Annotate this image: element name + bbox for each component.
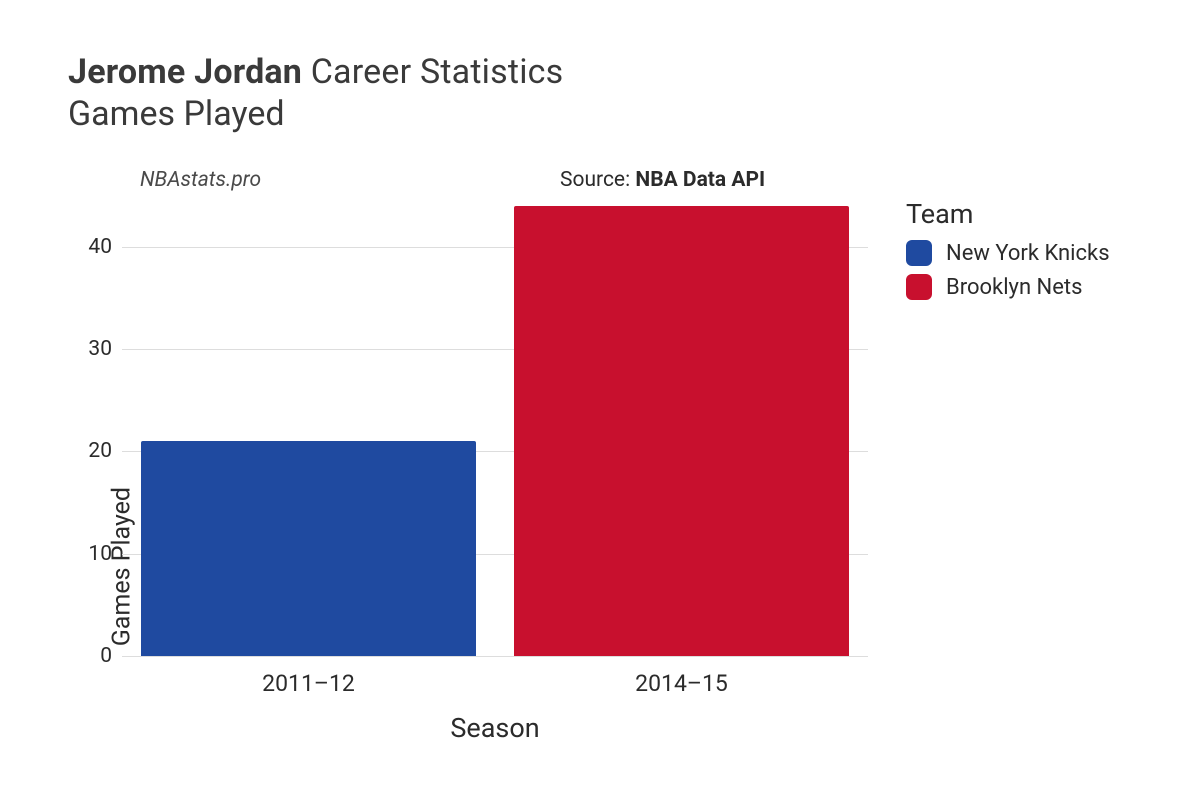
- legend-swatch: [906, 274, 932, 300]
- source-label: Source:: [560, 168, 635, 192]
- source-value: NBA Data API: [635, 168, 765, 192]
- y-tick-label: 40: [62, 235, 122, 259]
- bar: [141, 441, 477, 656]
- x-tick-label: 2014–15: [635, 656, 728, 697]
- legend-label: Brooklyn Nets: [946, 275, 1082, 300]
- chart-title-block: Jerome Jordan Career Statistics Games Pl…: [68, 52, 563, 134]
- chart-title-rest: Career Statistics: [302, 52, 563, 92]
- y-tick-label: 30: [62, 337, 122, 361]
- x-axis-title: Season: [450, 656, 539, 744]
- plot-area: Games Played Season 0102030402011–122014…: [122, 206, 868, 656]
- legend-label: New York Knicks: [946, 241, 1110, 266]
- legend-swatch: [906, 240, 932, 266]
- y-tick-label: 20: [62, 439, 122, 463]
- legend: Team New York Knicks Brooklyn Nets: [906, 198, 1110, 308]
- chart-title-line1: Jerome Jordan Career Statistics: [68, 52, 563, 92]
- x-tick-label: 2011–12: [262, 656, 355, 697]
- chart-title-player: Jerome Jordan: [68, 52, 302, 92]
- bar: [514, 206, 850, 656]
- source-attribution: Source: NBA Data API: [560, 168, 765, 192]
- y-tick-label: 0: [62, 644, 122, 668]
- chart-container: Jerome Jordan Career Statistics Games Pl…: [0, 0, 1200, 800]
- watermark-text: NBAstats.pro: [140, 168, 261, 192]
- legend-title: Team: [906, 198, 1110, 230]
- chart-subtitle: Games Played: [68, 94, 563, 134]
- gridline: [122, 656, 868, 657]
- legend-item: New York Knicks: [906, 240, 1110, 266]
- y-tick-label: 10: [62, 542, 122, 566]
- legend-item: Brooklyn Nets: [906, 274, 1110, 300]
